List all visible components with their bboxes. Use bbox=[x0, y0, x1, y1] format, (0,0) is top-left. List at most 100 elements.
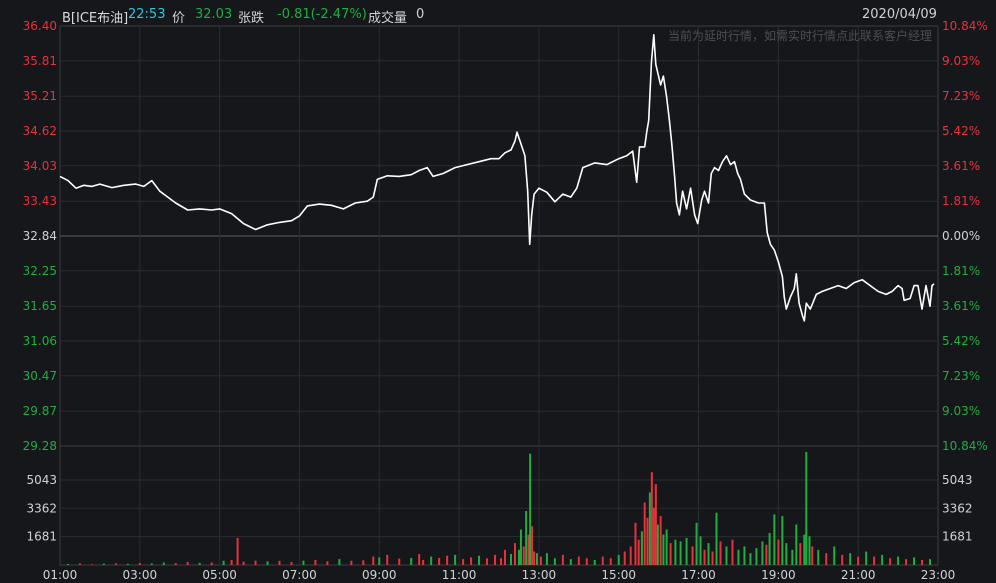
volume-bar bbox=[430, 556, 433, 565]
volume-bar bbox=[825, 553, 828, 565]
volume-bar bbox=[881, 554, 884, 565]
volume-bar bbox=[637, 539, 640, 565]
volume-bar bbox=[719, 541, 722, 565]
volume-bar bbox=[857, 556, 860, 565]
volume-tick-label: 1681 bbox=[26, 530, 57, 544]
percent-tick-label: 3.61% bbox=[942, 159, 980, 173]
price-tick-label: 32.25 bbox=[23, 264, 57, 278]
volume-bar bbox=[290, 561, 293, 565]
price-tick-label: 34.62 bbox=[23, 124, 57, 138]
volume-bar bbox=[662, 534, 665, 565]
volume-bar bbox=[691, 546, 694, 565]
price-tick-label: 32.84 bbox=[23, 229, 57, 243]
time-axis: 01:00 03:00 05:00 07:00 09:00 11:00 13:00 15:00… bbox=[43, 568, 956, 582]
volume-bar bbox=[531, 526, 534, 565]
volume-bar bbox=[609, 558, 612, 565]
volume-bar bbox=[446, 555, 449, 565]
volume-bar bbox=[470, 557, 473, 565]
percent-tick-label: 10.84% bbox=[942, 19, 988, 33]
volume-bar bbox=[525, 511, 528, 565]
volume-bar bbox=[503, 549, 506, 565]
time-tick-label: 11:00 bbox=[442, 568, 477, 582]
volume-bar bbox=[695, 522, 698, 565]
volume-bar bbox=[707, 543, 710, 565]
volume-bar bbox=[236, 538, 239, 565]
volume-axis: 5043 5043 3362 3362 1681 1681 bbox=[26, 473, 972, 544]
volume-bar bbox=[921, 559, 924, 565]
volume-bar bbox=[768, 532, 771, 565]
volume-bar bbox=[527, 534, 530, 565]
volume-bars bbox=[66, 452, 932, 565]
volume-bar bbox=[114, 563, 117, 565]
price-tick-label: 29.87 bbox=[23, 404, 57, 418]
volume-bar bbox=[418, 554, 421, 565]
volume-bar bbox=[513, 543, 516, 565]
volume-bar bbox=[486, 558, 489, 565]
volume-bar bbox=[791, 549, 794, 565]
price-tick-label: 33.43 bbox=[23, 194, 57, 208]
change-value: -0.81(-2.47%) bbox=[277, 7, 367, 22]
volume-bar bbox=[817, 549, 820, 565]
volume-bar bbox=[162, 562, 165, 565]
price-tick-label: 29.28 bbox=[23, 439, 57, 453]
volume-bar bbox=[811, 546, 814, 565]
volume-bar bbox=[254, 560, 257, 565]
volume-bar bbox=[674, 539, 677, 565]
volume-tick-label: 5043 bbox=[942, 473, 973, 487]
price-tick-label: 35.21 bbox=[23, 89, 57, 103]
volume-bar bbox=[350, 560, 353, 565]
volume-bar bbox=[509, 554, 512, 565]
volume-bar bbox=[889, 558, 892, 565]
symbol-label[interactable]: B[ICE布油] bbox=[62, 11, 129, 26]
percent-tick-label: 3.61% bbox=[942, 299, 980, 313]
volume-bar bbox=[222, 560, 225, 565]
time-tick-label: 07:00 bbox=[282, 568, 317, 582]
volume-bar bbox=[648, 492, 651, 565]
percent-tick-label: 5.42% bbox=[942, 124, 980, 138]
volume-bar bbox=[478, 555, 481, 565]
volume-bar bbox=[210, 562, 213, 565]
delayed-quote-notice[interactable]: 当前为延时行情，如需实时行情点此联系客户经理 bbox=[668, 28, 932, 43]
volume-bar bbox=[593, 559, 596, 565]
volume-label: 成交量 bbox=[368, 11, 408, 26]
volume-bar bbox=[422, 559, 425, 565]
time-tick-label: 21:00 bbox=[841, 568, 876, 582]
time-value: 22:53 bbox=[128, 7, 166, 22]
time-tick-label: 05:00 bbox=[202, 568, 237, 582]
volume-bar bbox=[535, 553, 538, 565]
volume-bar bbox=[569, 559, 572, 565]
price-tick-label: 31.65 bbox=[23, 299, 57, 313]
volume-bar bbox=[102, 563, 105, 565]
volume-tick-label: 3362 bbox=[942, 501, 973, 515]
volume-bar bbox=[561, 554, 564, 565]
volume-bar bbox=[731, 539, 734, 565]
volume-bar bbox=[338, 559, 341, 565]
volume-bar bbox=[749, 553, 752, 565]
volume-bar bbox=[685, 538, 688, 565]
percent-tick-label: 9.03% bbox=[942, 54, 980, 68]
volume-bar bbox=[873, 556, 876, 565]
volume-bar bbox=[174, 563, 177, 565]
percent-tick-label: 5.42% bbox=[942, 334, 980, 348]
percent-tick-label: 7.23% bbox=[942, 369, 980, 383]
volume-bar bbox=[533, 551, 536, 565]
volume-bar bbox=[715, 512, 718, 565]
volume-bar bbox=[198, 562, 201, 565]
price-label: 价 bbox=[172, 11, 186, 26]
change-label: 张跌 bbox=[238, 11, 265, 26]
volume-bar bbox=[553, 558, 556, 565]
volume-bar bbox=[545, 553, 548, 565]
volume-bar bbox=[656, 524, 659, 565]
volume-bar bbox=[755, 548, 758, 565]
volume-bar bbox=[849, 553, 852, 565]
volume-bar bbox=[711, 551, 714, 565]
volume-bar bbox=[703, 549, 706, 565]
grid bbox=[59, 25, 939, 566]
volume-bar bbox=[522, 546, 525, 565]
volume-bar bbox=[529, 453, 532, 565]
volume-bar bbox=[650, 472, 653, 565]
price-tick-label: 34.03 bbox=[23, 159, 57, 173]
volume-bar bbox=[362, 560, 365, 565]
quote-header: B[ICE布油] 22:53 价 32.03 张跌 -0.81(-2.47%) … bbox=[0, 0, 996, 26]
